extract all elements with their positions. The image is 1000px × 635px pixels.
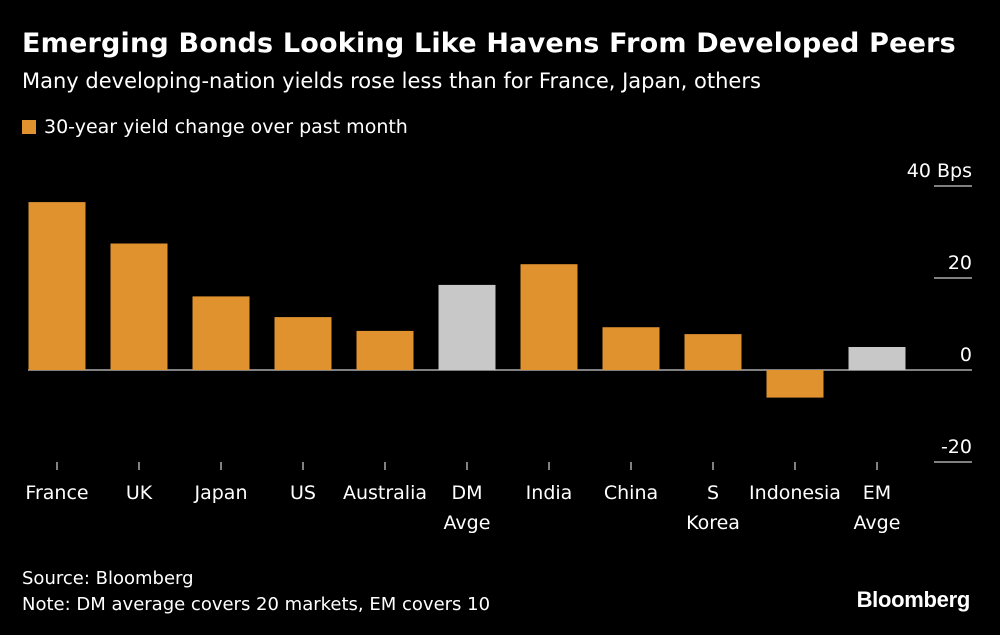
y-gridlines <box>28 185 972 463</box>
x-tick-label-line: EM <box>863 482 891 504</box>
bar-dm-avge <box>438 284 496 370</box>
x-tick-label-line: Indonesia <box>749 482 841 504</box>
x-tick-label-line: DM <box>451 482 482 504</box>
legend-label: 30-year yield change over past month <box>44 116 408 138</box>
bar-australia <box>356 330 414 370</box>
x-tick-label: US <box>290 482 316 504</box>
x-tick-label: UK <box>126 482 153 504</box>
x-tick-label-line: UK <box>126 482 153 504</box>
bar-india <box>520 264 578 370</box>
y-tick-label: -20 <box>941 436 972 458</box>
bar-china <box>602 327 660 370</box>
x-tick-label: India <box>526 482 573 504</box>
x-tick-label-line: Korea <box>686 512 740 534</box>
bar-uk <box>110 243 168 370</box>
y-tick-labels: 40 Bps 20 0 -20 <box>907 160 972 458</box>
footnote: Note: DM average covers 20 markets, EM c… <box>22 594 491 615</box>
y-tick-label: 20 <box>948 252 972 274</box>
x-tick-label-line: S <box>707 482 719 504</box>
x-tick-label-line: Japan <box>194 482 248 504</box>
bar-us <box>274 317 332 370</box>
x-tick-label-line: Avge <box>854 512 901 534</box>
x-tick-label: Indonesia <box>749 482 841 504</box>
x-tick-label: S Korea <box>686 482 740 534</box>
x-tick-label: EM Avge <box>854 482 901 534</box>
x-tick-label-line: US <box>290 482 316 504</box>
y-tick-label: 0 <box>960 344 972 366</box>
bar-s-korea <box>684 334 742 370</box>
x-tick-label-line: Australia <box>343 482 427 504</box>
bar-japan <box>192 296 250 370</box>
x-tick-label-line: China <box>604 482 658 504</box>
chart-title: Emerging Bonds Looking Like Havens From … <box>22 28 956 59</box>
x-tick-label: Australia <box>343 482 427 504</box>
legend: 30-year yield change over past month <box>22 116 408 138</box>
x-tick-labels: France UK Japan US Australia DM Avge India China… <box>25 482 900 534</box>
x-ticks <box>56 462 878 470</box>
chart-subtitle: Many developing-nation yields rose less … <box>22 69 761 93</box>
x-tick-label: China <box>604 482 658 504</box>
x-tick-label: Japan <box>194 482 248 504</box>
bloomberg-logo: Bloomberg <box>856 587 971 612</box>
x-tick-label-line: India <box>526 482 573 504</box>
bar-em-avge <box>848 347 906 370</box>
x-tick-label: DM Avge <box>444 482 491 534</box>
bar-france <box>28 202 86 370</box>
x-tick-label: France <box>25 482 88 504</box>
bar-indonesia <box>766 370 824 398</box>
y-tick-label: 40 Bps <box>907 160 972 182</box>
bars <box>28 202 906 398</box>
source-note: Source: Bloomberg <box>22 568 194 589</box>
x-tick-label-line: France <box>25 482 88 504</box>
legend-swatch <box>22 120 36 134</box>
x-tick-label-line: Avge <box>444 512 491 534</box>
